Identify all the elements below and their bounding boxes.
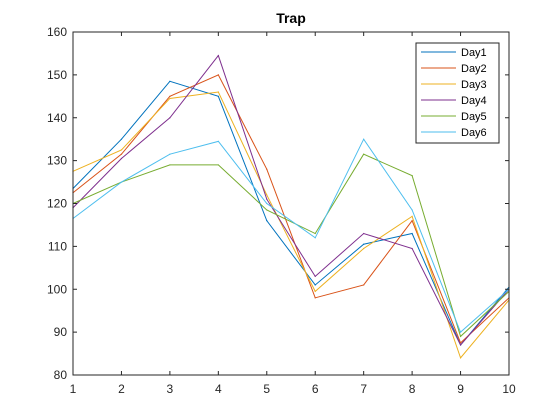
data-point-day3 — [266, 194, 268, 196]
x-tick-label: 5 — [263, 382, 270, 396]
data-point-day2 — [363, 284, 365, 286]
data-point-day2 — [120, 153, 123, 155]
legend-label-day6: Day6 — [461, 127, 487, 139]
series-line-day5 — [72, 153, 510, 338]
chart-title: Trap — [276, 10, 306, 26]
data-point-day5 — [266, 209, 268, 211]
data-point-day4 — [169, 117, 171, 119]
data-point-day5 — [411, 175, 413, 177]
data-point-day5 — [363, 153, 365, 155]
data-point-day5 — [459, 335, 462, 338]
data-point-day4 — [411, 247, 413, 250]
y-tick-label: 110 — [48, 239, 67, 253]
legend-label-day4: Day4 — [461, 95, 487, 107]
data-point-day3 — [363, 247, 365, 250]
data-point-day4 — [266, 198, 268, 200]
legend-box — [415, 42, 500, 144]
y-tick-label: 160 — [47, 25, 67, 39]
data-point-day1 — [120, 138, 123, 140]
data-point-day6 — [314, 237, 316, 239]
y-tick-label: 100 — [47, 282, 67, 296]
series-line-day6 — [72, 138, 510, 333]
data-point-day5 — [314, 232, 316, 235]
y-tick-label: 90 — [54, 325, 68, 339]
y-tick-label: 130 — [47, 154, 67, 168]
data-point-day3 — [217, 91, 219, 93]
data-point-day1 — [217, 95, 219, 97]
data-point-day4 — [120, 157, 123, 160]
data-point-day6 — [363, 138, 365, 140]
data-point-day1 — [169, 80, 171, 82]
series-line-day1 — [72, 80, 510, 346]
data-point-day4 — [363, 232, 365, 235]
x-tick-label: 4 — [215, 382, 222, 396]
y-tick-label: 140 — [47, 111, 67, 125]
data-point-day1 — [411, 232, 413, 235]
y-tick-label: 120 — [47, 197, 67, 211]
x-tick-label: 9 — [457, 382, 464, 396]
legend: Day1 Day2 Day3 Day4 Day5 Day6 — [415, 42, 500, 144]
series-line-day2 — [72, 74, 510, 344]
data-point-day5 — [169, 164, 171, 166]
data-point-day4 — [314, 275, 316, 277]
data-point-day4 — [459, 344, 462, 346]
data-point-day3 — [411, 215, 413, 217]
data-point-day1 — [363, 243, 365, 245]
data-point-day6 — [169, 153, 171, 155]
legend-label-day2: Day2 — [461, 63, 487, 75]
legend-label-day3: Day3 — [461, 79, 487, 91]
data-point-day2 — [459, 342, 462, 344]
data-point-day2 — [266, 168, 268, 170]
data-point-day3 — [169, 97, 171, 100]
data-point-day2 — [314, 297, 316, 299]
data-point-day2 — [217, 74, 219, 76]
data-point-day1 — [266, 220, 268, 222]
x-tick-label: 10 — [502, 382, 516, 396]
series-layer — [72, 54, 510, 359]
legend-label-day1: Day1 — [461, 47, 487, 59]
y-tick-label: 150 — [47, 68, 67, 82]
data-point-day3 — [314, 290, 316, 292]
data-point-day6 — [411, 209, 413, 211]
data-point-day1 — [314, 284, 316, 286]
data-point-day4 — [217, 54, 219, 57]
x-tick-label: 7 — [360, 382, 367, 396]
data-point-day6 — [217, 140, 219, 142]
legend-items: Day1 Day2 Day3 Day4 Day5 Day6 — [421, 47, 487, 139]
data-point-day6 — [266, 202, 268, 205]
series-line-day3 — [72, 91, 510, 359]
data-point-day2 — [411, 220, 413, 222]
y-tick-label: 80 — [54, 368, 68, 382]
legend-label-day5: Day5 — [461, 111, 487, 123]
x-tick-label: 8 — [409, 382, 416, 396]
data-point-day3 — [459, 357, 462, 359]
x-tick-label: 1 — [70, 382, 77, 396]
data-point-day6 — [459, 331, 462, 333]
x-tick-label: 6 — [312, 382, 319, 396]
data-point-day5 — [217, 164, 219, 166]
x-tick-label: 3 — [167, 382, 174, 396]
ticks-layer: 1 2 3 4 5 6 7 8 9 10 80 90 100 110 120 130 140 150 160 — [47, 25, 516, 396]
data-point-day6 — [120, 181, 123, 183]
x-tick-label: 2 — [118, 382, 125, 396]
series-line-day4 — [72, 54, 510, 346]
data-point-day3 — [120, 149, 123, 151]
data-point-day2 — [169, 95, 171, 97]
